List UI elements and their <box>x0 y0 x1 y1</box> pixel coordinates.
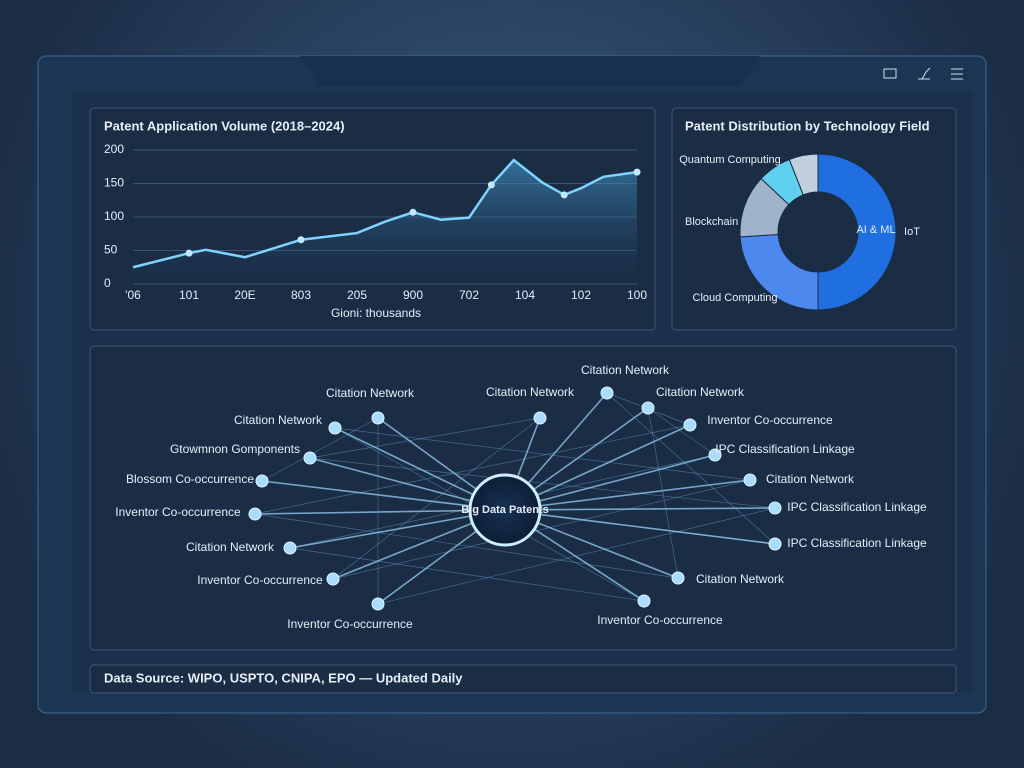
chart-title: Patent Application Volume (2018–2024) <box>104 118 345 133</box>
node-label: Citation Network <box>581 363 670 377</box>
point <box>297 236 305 244</box>
node <box>768 501 782 515</box>
x-tick-label: 102 <box>571 288 591 302</box>
pie-slice <box>817 153 897 311</box>
node <box>743 473 757 487</box>
node <box>326 572 340 586</box>
node-label: Inventor Co-occurrence <box>597 613 723 627</box>
node <box>328 421 342 435</box>
point <box>185 249 193 257</box>
x-tick-label: 205 <box>347 288 367 302</box>
y-tick-label: 100 <box>104 209 124 223</box>
node-label: Citation Network <box>326 386 415 400</box>
node <box>637 594 651 608</box>
node <box>303 451 317 465</box>
node-label: Citation Network <box>696 572 785 586</box>
y-tick-label: 200 <box>104 142 124 156</box>
x-tick-label: 100 <box>627 288 647 302</box>
chart-icon[interactable] <box>918 67 931 80</box>
edge <box>309 457 776 509</box>
node-label: IPC Classification Linkage <box>787 500 927 514</box>
node-label: IPC Classification Linkage <box>787 536 927 550</box>
node-label: Inventor Co-occurrence <box>287 617 413 631</box>
node <box>371 411 385 425</box>
edge <box>254 424 691 515</box>
node-label: IPC Classification Linkage <box>715 442 855 456</box>
x-tick-label: 104 <box>515 288 535 302</box>
footer-panel <box>89 664 957 694</box>
edge <box>289 547 645 602</box>
edge <box>332 417 541 580</box>
y-tick-label: 150 <box>104 176 124 190</box>
menu-icon[interactable] <box>951 68 963 80</box>
edge <box>334 427 751 481</box>
node-label: Inventor Co-occurrence <box>197 573 323 587</box>
node-label: Blossom Co-occurrence <box>126 472 254 486</box>
center-label: Big Data Patents <box>461 504 548 516</box>
node <box>641 401 655 415</box>
slice-label: Blockchain <box>685 216 738 228</box>
edge <box>504 507 776 511</box>
node <box>248 507 262 521</box>
y-tick-label: 50 <box>104 243 118 257</box>
slice-label: Cloud Computing <box>693 292 778 304</box>
node-label: Citation Network <box>186 540 275 554</box>
x-tick-label: 702 <box>459 288 479 302</box>
pie-panel <box>671 107 957 331</box>
line <box>132 158 638 269</box>
footer-text: Data Source: WIPO, USPTO, CNIPA, EPO — U… <box>104 670 463 685</box>
edge <box>309 417 541 459</box>
node <box>708 448 722 462</box>
center-node <box>468 473 542 547</box>
point <box>487 181 495 189</box>
toolbar-icon[interactable] <box>883 68 897 79</box>
edge <box>332 479 751 580</box>
node-label: Gtowmnon Gomponents <box>170 442 300 456</box>
node-label: Citation Network <box>234 413 323 427</box>
edge <box>647 407 679 579</box>
x-tick-label: '06 <box>125 288 141 302</box>
slice-label: Quantum Computing <box>679 154 781 166</box>
edge <box>606 392 776 545</box>
header-notch <box>300 56 760 86</box>
node-label: Inventor Co-occurrence <box>707 413 833 427</box>
node <box>533 411 547 425</box>
pie-slice <box>788 153 819 196</box>
node <box>371 597 385 611</box>
edge <box>261 417 379 482</box>
node-label: Inventor Co-occurrence <box>115 505 241 519</box>
node <box>683 418 697 432</box>
edge <box>254 509 506 515</box>
point <box>409 208 417 216</box>
node-label: Citation Network <box>486 385 575 399</box>
slice-label: AI & ML <box>856 224 895 236</box>
point <box>633 168 641 176</box>
x-tick-label: 803 <box>291 288 311 302</box>
node <box>600 386 614 400</box>
edge <box>254 513 679 579</box>
x-tick-label: 900 <box>403 288 423 302</box>
node <box>768 537 782 551</box>
node <box>283 541 297 555</box>
x-axis-label: Gioni: thousands <box>331 306 421 320</box>
edge <box>647 407 716 456</box>
node <box>255 474 269 488</box>
chart-title: Patent Distribution by Technology Field <box>685 118 930 133</box>
node-label: Citation Network <box>766 472 855 486</box>
x-tick-label: 20E <box>234 288 255 302</box>
x-tick-label: 101 <box>179 288 199 302</box>
y-tick-label: 0 <box>104 276 111 290</box>
node <box>671 571 685 585</box>
point <box>560 191 568 199</box>
slice-label: IoT <box>904 226 920 238</box>
node-label: Citation Network <box>656 385 745 399</box>
edge <box>504 509 776 545</box>
